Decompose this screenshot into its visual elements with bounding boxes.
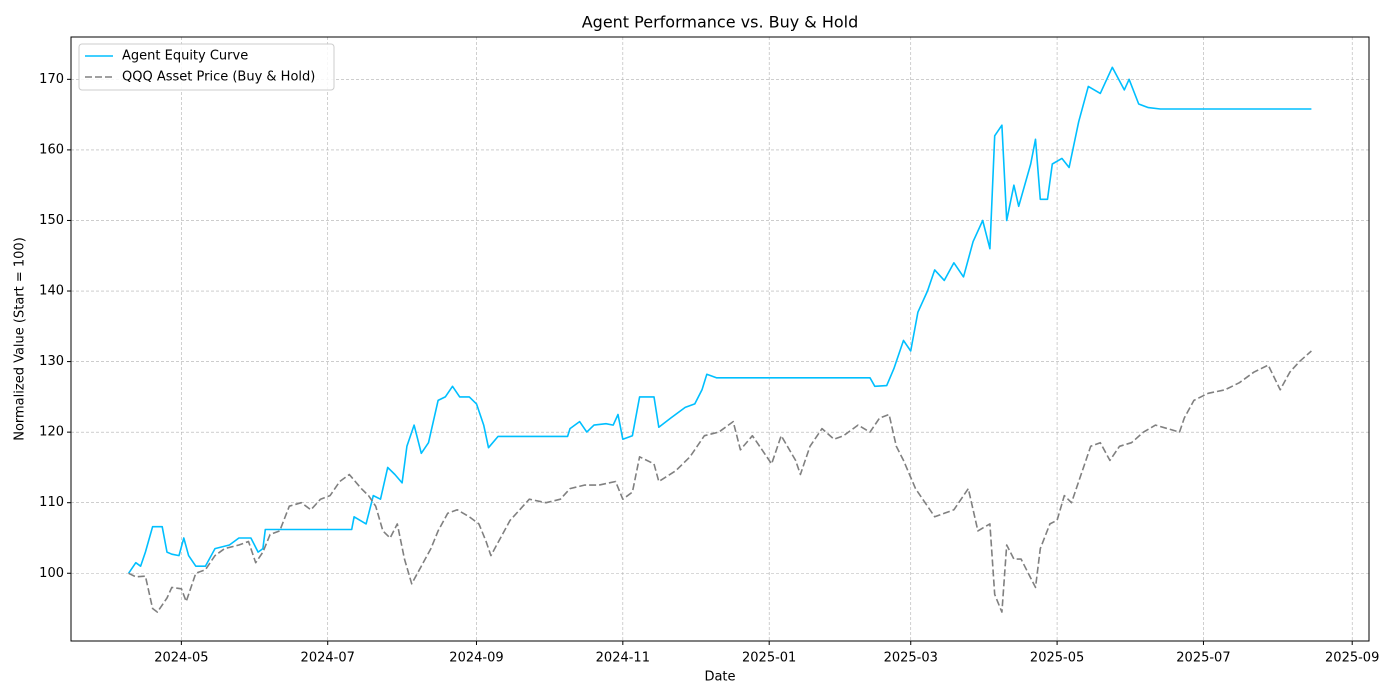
x-tick-label: 2024-11 (596, 651, 650, 666)
y-tick-label: 170 (39, 72, 64, 87)
x-tick-label: 2025-01 (742, 651, 796, 666)
chart-title: Agent Performance vs. Buy & Hold (582, 13, 859, 32)
plot-area (127, 66, 1312, 613)
series-line (128, 350, 1312, 613)
series-line (127, 66, 1312, 574)
legend: Agent Equity Curve QQQ Asset Price (Buy &… (78, 43, 335, 91)
legend-label: Agent Equity Curve (122, 49, 248, 64)
grid (71, 37, 1369, 641)
y-tick-label: 100 (39, 566, 64, 581)
y-tick-label: 110 (39, 495, 64, 510)
x-axis-label: Date (704, 670, 735, 685)
x-tick-label: 2024-07 (301, 651, 355, 666)
x-tick-label: 2025-05 (1030, 651, 1084, 666)
axes-frame (70, 36, 1370, 642)
y-tick-label: 160 (39, 142, 64, 157)
y-tick-label: 130 (39, 354, 64, 369)
y-tick-label: 150 (39, 213, 64, 228)
y-tick-label: 140 (39, 284, 64, 299)
x-tick-label: 2025-07 (1176, 651, 1230, 666)
y-tick-label: 120 (39, 425, 64, 440)
legend-label: QQQ Asset Price (Buy & Hold) (122, 70, 315, 85)
x-tick-label: 2024-05 (154, 651, 208, 666)
legend-box (78, 43, 335, 91)
x-tick-label: 2025-03 (884, 651, 938, 666)
x-tick-label: 2024-09 (449, 651, 503, 666)
y-axis-label: Normalized Value (Start = 100) (13, 237, 28, 441)
x-tick-label: 2025-09 (1325, 651, 1379, 666)
